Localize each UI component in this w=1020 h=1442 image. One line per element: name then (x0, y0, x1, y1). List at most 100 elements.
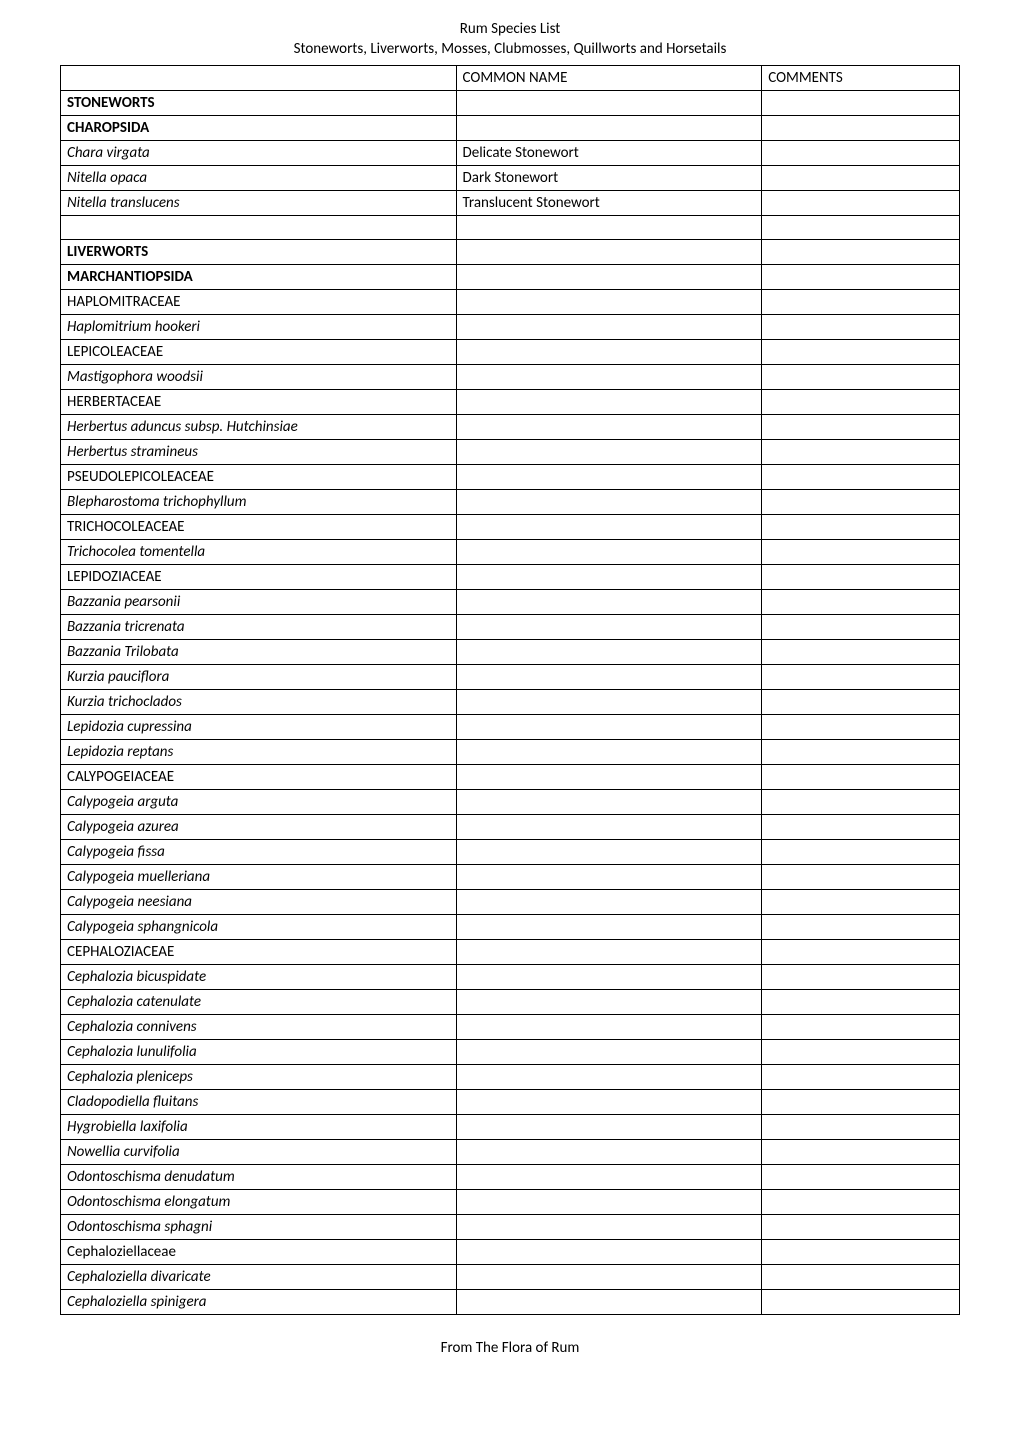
table-cell (762, 865, 960, 890)
table-cell (762, 615, 960, 640)
table-cell: Kurzia pauciflora (61, 665, 457, 690)
table-row: LEPICOLEACEAE (61, 340, 960, 365)
table-cell: Lepidozia cupressina (61, 715, 457, 740)
table-cell (456, 940, 762, 965)
table-cell: Cephalozia pleniceps (61, 1065, 457, 1090)
table-cell (762, 1215, 960, 1240)
table-row (61, 216, 960, 240)
table-cell: Calypogeia fissa (61, 840, 457, 865)
table-cell (456, 665, 762, 690)
col-header-comments: COMMENTS (762, 66, 960, 91)
table-cell (456, 265, 762, 290)
table-cell (456, 640, 762, 665)
table-cell: Herbertus aduncus subsp. Hutchinsiae (61, 415, 457, 440)
table-cell (762, 1265, 960, 1290)
table-cell (456, 415, 762, 440)
table-cell: Cephaloziellaceae (61, 1240, 457, 1265)
table-header-row: COMMON NAME COMMENTS (61, 66, 960, 91)
table-cell (762, 490, 960, 515)
table-cell (456, 890, 762, 915)
col-header-common-name: COMMON NAME (456, 66, 762, 91)
table-cell (456, 490, 762, 515)
table-cell (762, 965, 960, 990)
table-cell: Nowellia curvifolia (61, 1140, 457, 1165)
table-cell: Bazzania pearsonii (61, 590, 457, 615)
table-cell (456, 790, 762, 815)
table-row: Kurzia pauciflora (61, 665, 960, 690)
table-cell (456, 340, 762, 365)
table-cell (456, 565, 762, 590)
table-row: Odontoschisma denudatum (61, 1165, 960, 1190)
table-cell: Chara virgata (61, 141, 457, 166)
table-cell (762, 315, 960, 340)
table-cell (456, 1240, 762, 1265)
table-cell (762, 940, 960, 965)
header-title: Rum Species List (60, 20, 960, 40)
table-cell: Nitella opaca (61, 166, 457, 191)
table-cell (762, 91, 960, 116)
table-row: CEPHALOZIACEAE (61, 940, 960, 965)
table-cell (762, 1190, 960, 1215)
table-cell (456, 840, 762, 865)
table-cell: Cephaloziella spinigera (61, 1290, 457, 1315)
table-row: Cephalozia catenulate (61, 990, 960, 1015)
table-cell (456, 390, 762, 415)
table-cell: HAPLOMITRACEAE (61, 290, 457, 315)
table-cell (762, 1165, 960, 1190)
table-cell: Nitella translucens (61, 191, 457, 216)
table-cell: Calypogeia sphangnicola (61, 915, 457, 940)
table-row: Kurzia trichoclados (61, 690, 960, 715)
table-cell (456, 1290, 762, 1315)
table-cell (762, 1065, 960, 1090)
table-cell (456, 590, 762, 615)
table-cell (762, 590, 960, 615)
table-cell (762, 1115, 960, 1140)
table-cell: PSEUDOLEPICOLEACEAE (61, 465, 457, 490)
table-cell: LEPIDOZIACEAE (61, 565, 457, 590)
table-cell: Bazzania tricrenata (61, 615, 457, 640)
table-body: STONEWORTSCHAROPSIDAChara virgataDelicat… (61, 91, 960, 1315)
table-row: Trichocolea tomentella (61, 540, 960, 565)
table-cell: Cephalozia connivens (61, 1015, 457, 1040)
table-row: PSEUDOLEPICOLEACEAE (61, 465, 960, 490)
table-cell: Cladopodiella fluitans (61, 1090, 457, 1115)
table-row: MARCHANTIOPSIDA (61, 265, 960, 290)
table-cell (762, 1090, 960, 1115)
table-cell (456, 990, 762, 1015)
table-row: Herbertus stramineus (61, 440, 960, 465)
table-row: TRICHOCOLEACEAE (61, 515, 960, 540)
table-row: HERBERTACEAE (61, 390, 960, 415)
table-cell: Cephaloziella divaricate (61, 1265, 457, 1290)
table-cell: Odontoschisma elongatum (61, 1190, 457, 1215)
table-row: Haplomitrium hookeri (61, 315, 960, 340)
table-cell (456, 240, 762, 265)
table-cell (762, 1015, 960, 1040)
table-row: CHAROPSIDA (61, 116, 960, 141)
species-table: COMMON NAME COMMENTS STONEWORTSCHAROPSID… (60, 65, 960, 1315)
table-cell (762, 440, 960, 465)
page-footer: From The Flora of Rum (60, 1339, 960, 1357)
table-cell (456, 615, 762, 640)
table-cell (762, 365, 960, 390)
table-cell (762, 415, 960, 440)
table-cell (456, 216, 762, 240)
table-cell (456, 1065, 762, 1090)
table-row: Nitella translucensTranslucent Stonewort (61, 191, 960, 216)
table-cell (456, 1190, 762, 1215)
table-cell: Calypogeia azurea (61, 815, 457, 840)
table-cell: Dark Stonewort (456, 166, 762, 191)
table-row: Cephalozia bicuspidate (61, 965, 960, 990)
table-cell (762, 540, 960, 565)
table-cell (762, 690, 960, 715)
table-cell (456, 865, 762, 890)
table-cell: HERBERTACEAE (61, 390, 457, 415)
table-cell (456, 1165, 762, 1190)
table-cell (762, 1290, 960, 1315)
table-cell (456, 365, 762, 390)
table-row: Cladopodiella fluitans (61, 1090, 960, 1115)
table-cell: CALYPOGEIACEAE (61, 765, 457, 790)
table-row: Cephaloziella divaricate (61, 1265, 960, 1290)
table-cell: LEPICOLEACEAE (61, 340, 457, 365)
table-row: Mastigophora woodsii (61, 365, 960, 390)
table-cell (456, 1140, 762, 1165)
